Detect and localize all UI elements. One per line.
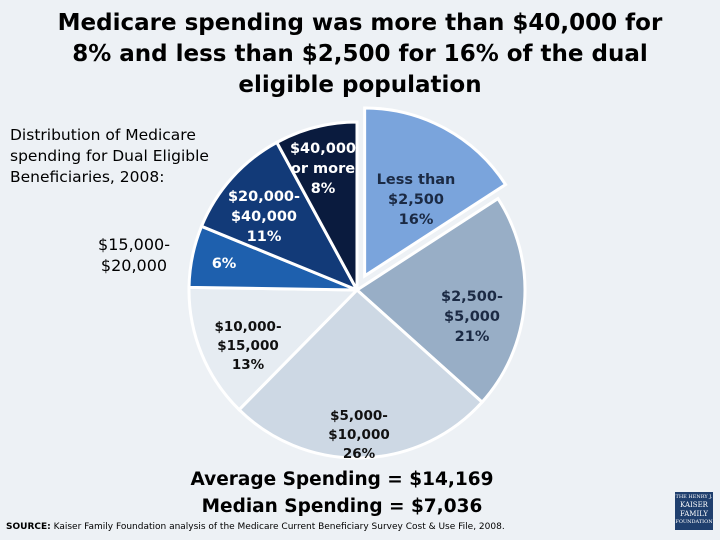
slice-label-3: $5,000-$10,000 26% xyxy=(328,408,390,462)
pie-slice-6 xyxy=(199,140,361,293)
slide-title: Medicare spending was more than $40,000 … xyxy=(0,8,720,101)
pie-labels: Less than $2,500 16% $2,500-$5,000 21% $5,000… xyxy=(98,141,503,462)
logo-line-3: FAMILY xyxy=(679,510,709,518)
pie-slice-7 xyxy=(274,120,359,291)
slice-label-7: $40,000 or more 8% xyxy=(290,141,356,197)
pie-slice-3 xyxy=(237,287,485,460)
source-text: Kaiser Family Foundation analysis of the… xyxy=(53,522,505,532)
slice-label-6: $20,000-$40,000 11% xyxy=(228,189,300,245)
subtitle-line-1: Distribution of Medicare xyxy=(10,126,196,144)
slice-label-1: Less than $2,500 16% xyxy=(377,172,456,228)
spending-summary: Average Spending = $14,169 Median Spendi… xyxy=(0,466,684,520)
slice-label-5: 6% xyxy=(212,256,237,272)
title-line-1: Medicare spending was more than $40,000 … xyxy=(57,10,663,36)
pie-slice-2 xyxy=(354,196,527,405)
pie-slices xyxy=(187,106,527,460)
pie-slice-4 xyxy=(187,285,361,412)
logo-line-1: THE HENRY J. xyxy=(675,494,713,500)
chart-subtitle: Distribution of Medicare spending for Du… xyxy=(10,125,260,188)
source-label: SOURCE: xyxy=(6,522,51,532)
title-line-2: 8% and less than $2,500 for 16% of the d… xyxy=(72,41,648,67)
logo-line-2: KAISER xyxy=(680,501,708,509)
logo-line-4: FOUNDATION xyxy=(675,519,713,525)
subtitle-line-2: spending for Dual Eligible xyxy=(10,147,209,165)
source-note: SOURCE: Kaiser Family Foundation analysi… xyxy=(6,522,505,532)
slice-label-5-name: $15,000-$20,000 xyxy=(98,235,170,275)
subtitle-line-3: Beneficiaries, 2008: xyxy=(10,168,165,186)
kff-logo: THE HENRY J. KAISER FAMILY FOUNDATION xyxy=(675,492,713,530)
pie-slice-1 xyxy=(363,106,508,279)
slice-label-4: $10,000-$15,000 13% xyxy=(214,319,281,373)
title-line-3: eligible population xyxy=(238,72,482,98)
median-spending: Median Spending = $7,036 xyxy=(201,496,483,517)
slice-label-2: $2,500-$5,000 21% xyxy=(441,289,503,345)
average-spending: Average Spending = $14,169 xyxy=(190,469,494,490)
